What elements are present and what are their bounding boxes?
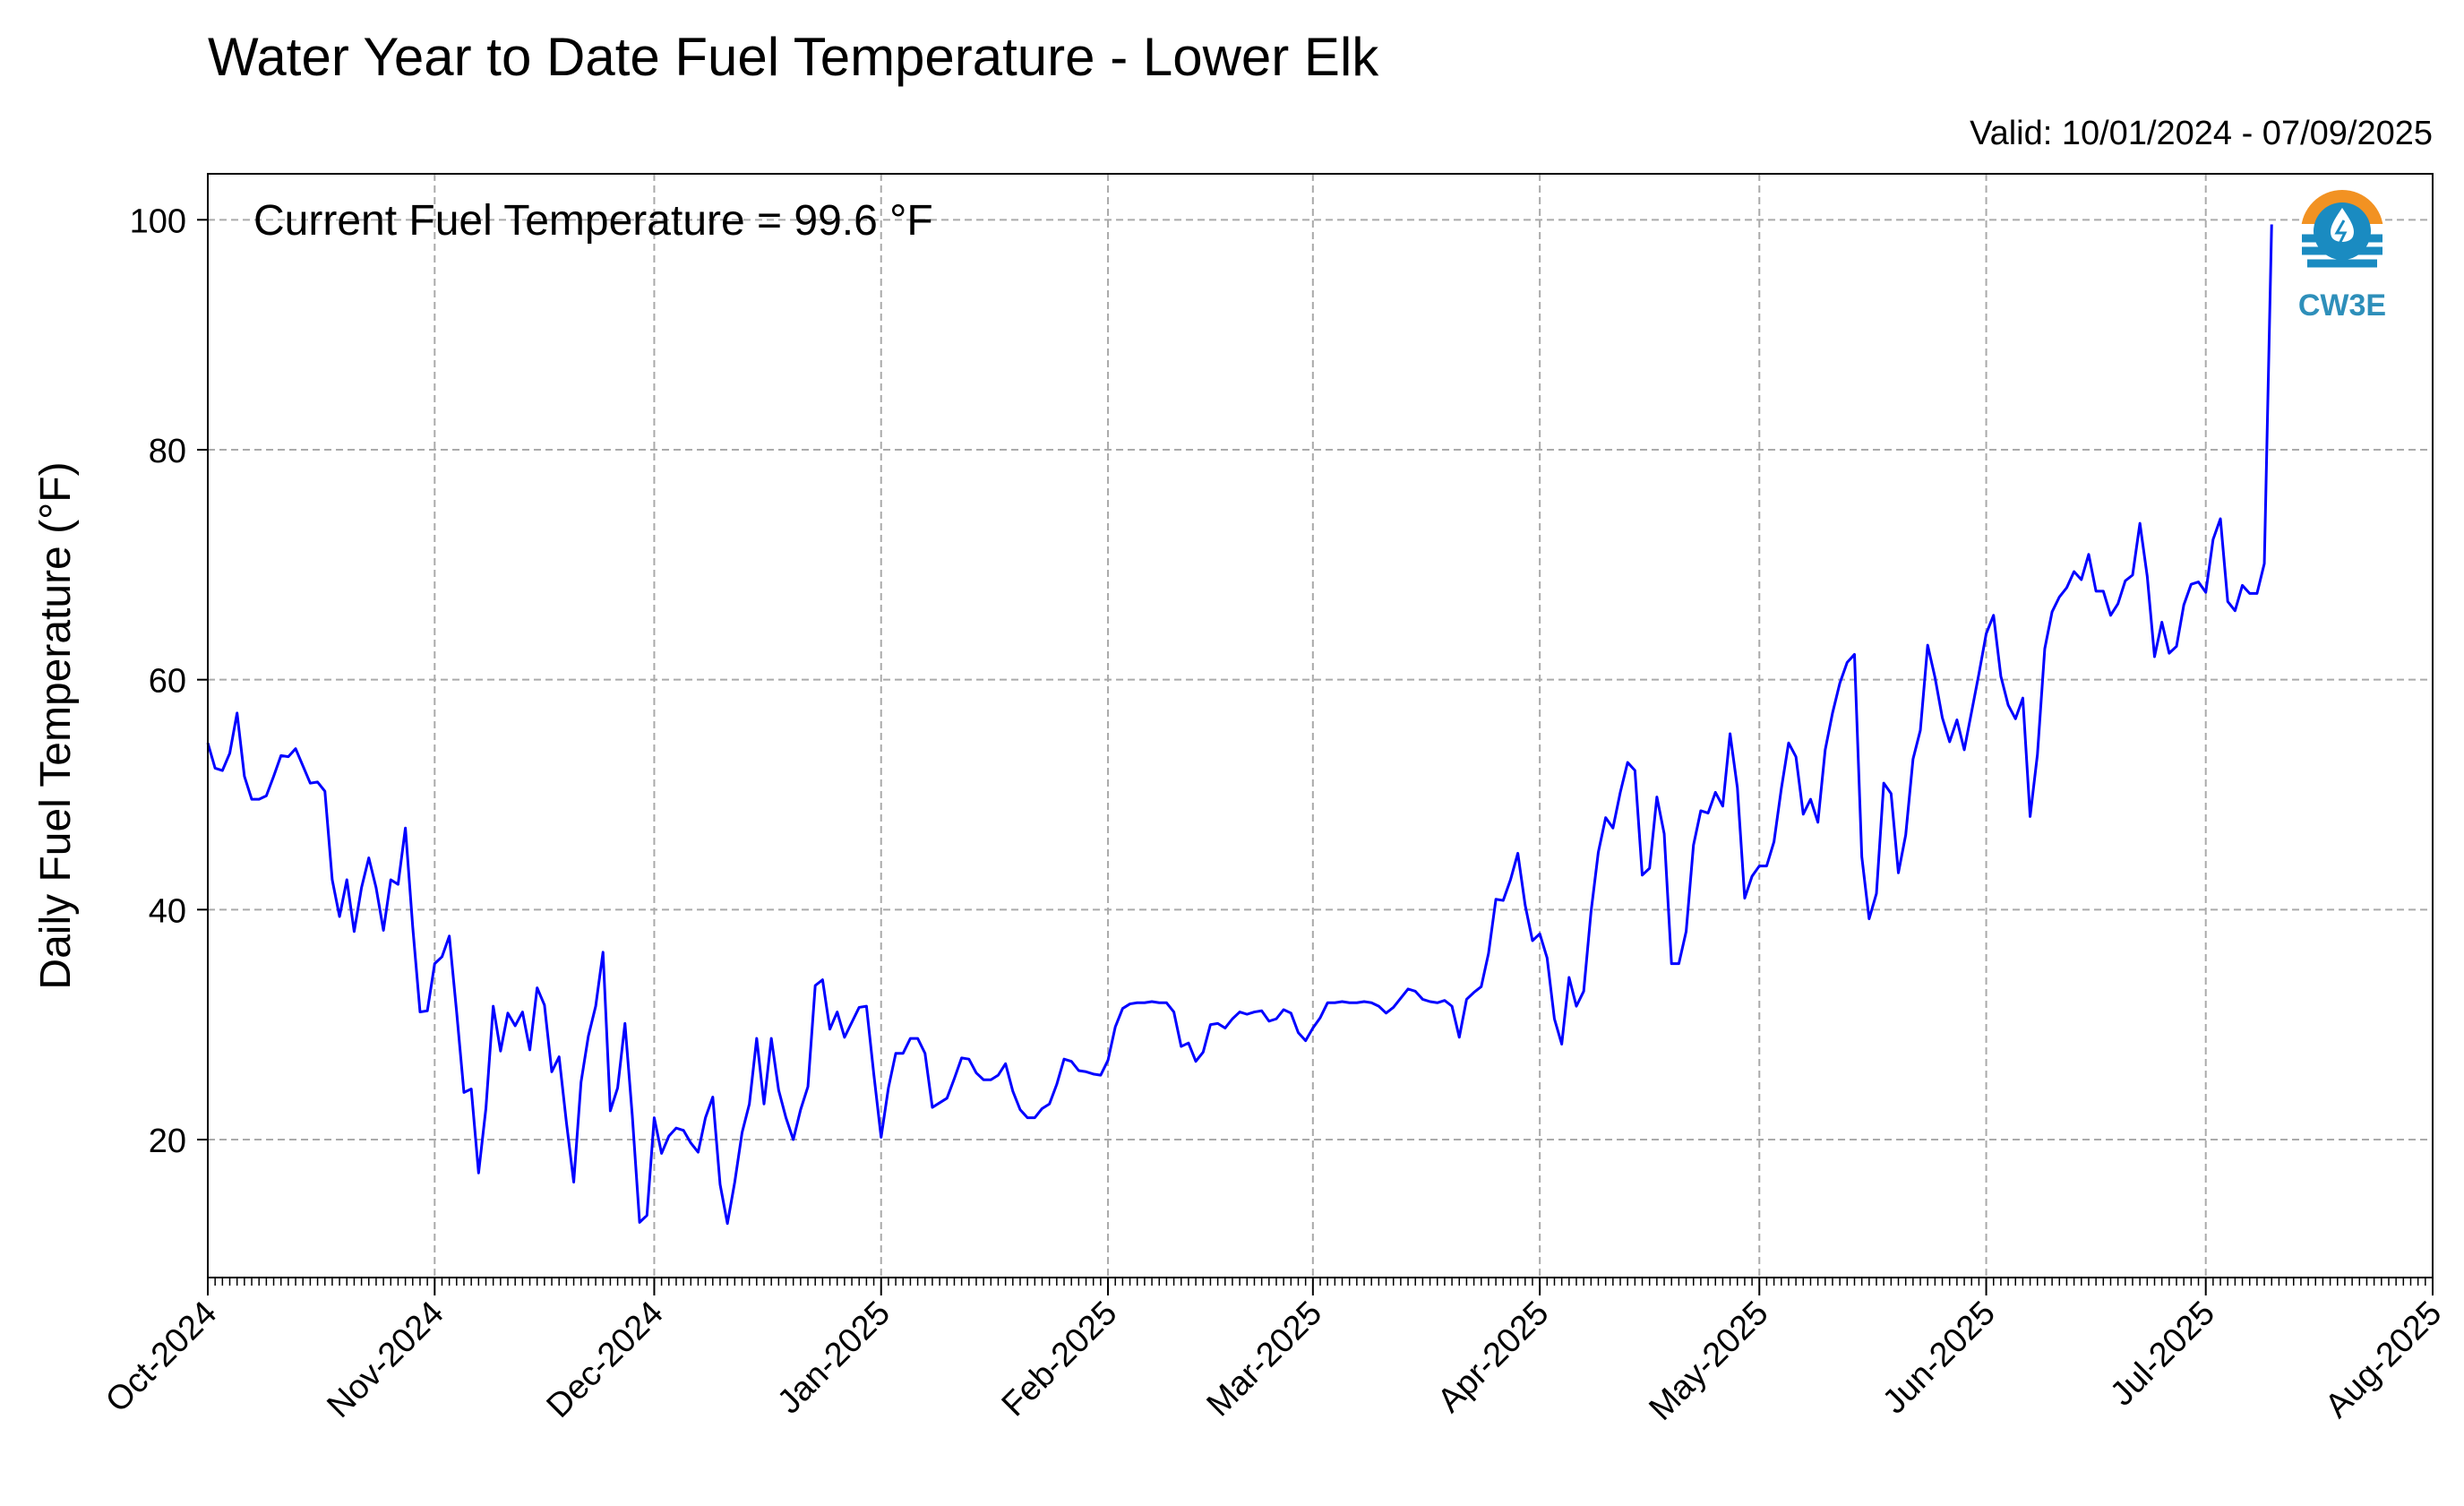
- fuel-temperature-line: [206, 224, 2273, 1226]
- y-tick-label: 60: [149, 663, 186, 701]
- valid-range: Valid: 10/01/2024 - 07/09/2025: [1970, 115, 2433, 152]
- gridlines: [208, 174, 2433, 1278]
- axis-ticks: [197, 219, 2434, 1295]
- chart-title: Water Year to Date Fuel Temperature - Lo…: [208, 27, 1379, 87]
- logo-text: CW3E: [2298, 288, 2386, 323]
- current-temperature-annotation: Current Fuel Temperature = 99.6 °F: [253, 197, 933, 245]
- y-axis-label: Daily Fuel Temperature (°F): [32, 461, 80, 989]
- y-tick-labels: 20 40 60 80 100: [130, 202, 186, 1160]
- plot-frame: [207, 173, 2434, 1278]
- y-tick-label: 20: [149, 1123, 186, 1160]
- y-tick-label: 100: [130, 202, 186, 240]
- cw3e-logo: CW3E: [2297, 190, 2387, 323]
- y-tick-label: 40: [149, 892, 186, 930]
- y-tick-label: 80: [149, 433, 186, 470]
- logo-waves: [2302, 234, 2382, 268]
